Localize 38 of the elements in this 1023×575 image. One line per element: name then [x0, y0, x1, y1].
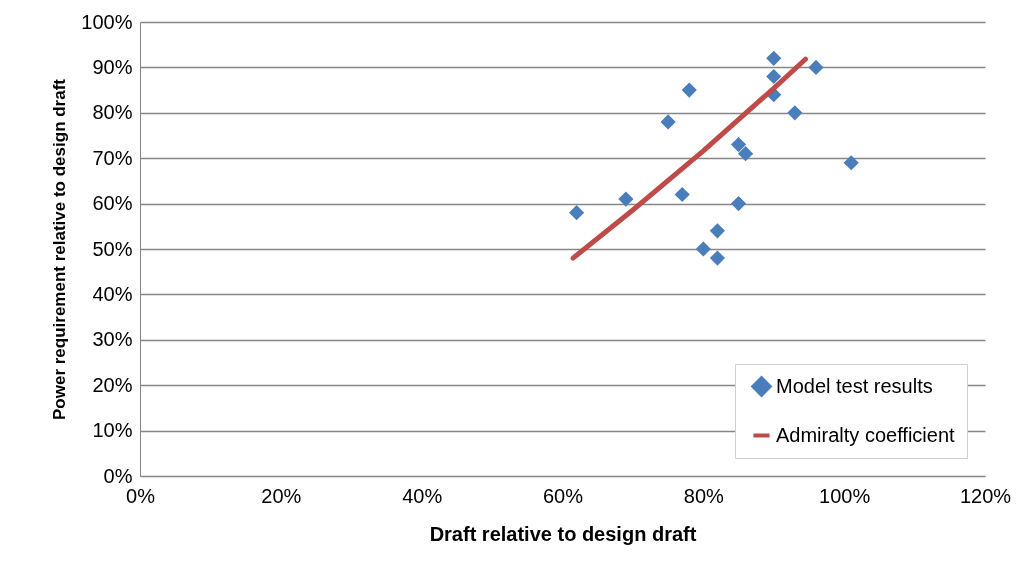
point	[569, 205, 585, 221]
y-tick-label: 80%	[92, 101, 133, 124]
point	[681, 82, 697, 98]
point	[730, 137, 747, 153]
x-tick-label: 100%	[819, 484, 871, 507]
y-tick-label: 50%	[92, 237, 133, 260]
x-tick-label: 80%	[683, 484, 725, 507]
point	[787, 105, 803, 121]
point	[766, 68, 782, 85]
y-axis-title: Power requirement relative to design draft	[50, 78, 70, 421]
point	[738, 146, 754, 162]
legend-label: Admiralty coefficient	[776, 423, 956, 446]
point	[808, 59, 824, 75]
y-tick-label: 0%	[103, 464, 133, 487]
y-tick-label: 90%	[92, 55, 133, 78]
legend-label: Model test results	[776, 374, 933, 397]
x-axis-title: Draft relative to design draft	[429, 522, 697, 545]
point	[618, 191, 634, 207]
x-tick-label: 20%	[261, 484, 302, 507]
y-tick-label: 30%	[92, 328, 133, 351]
x-tick-label: 60%	[542, 484, 584, 507]
y-tick-label: 70%	[92, 146, 133, 169]
y-tick-label: 40%	[92, 282, 133, 305]
point	[843, 155, 859, 171]
y-tick-label: 60%	[92, 192, 133, 215]
y-tick-label: 20%	[92, 373, 133, 396]
y-tick-label: 10%	[92, 419, 133, 442]
x-tick-label: 120%	[959, 484, 1012, 507]
y-tick-label: 100%	[81, 10, 133, 33]
point	[674, 186, 690, 203]
x-tick-label: 0%	[126, 484, 156, 507]
point	[709, 223, 725, 239]
point	[709, 250, 725, 266]
point	[730, 196, 747, 212]
point	[766, 50, 782, 66]
point	[695, 241, 711, 257]
point	[660, 114, 676, 130]
x-tick-label: 40%	[402, 484, 443, 507]
